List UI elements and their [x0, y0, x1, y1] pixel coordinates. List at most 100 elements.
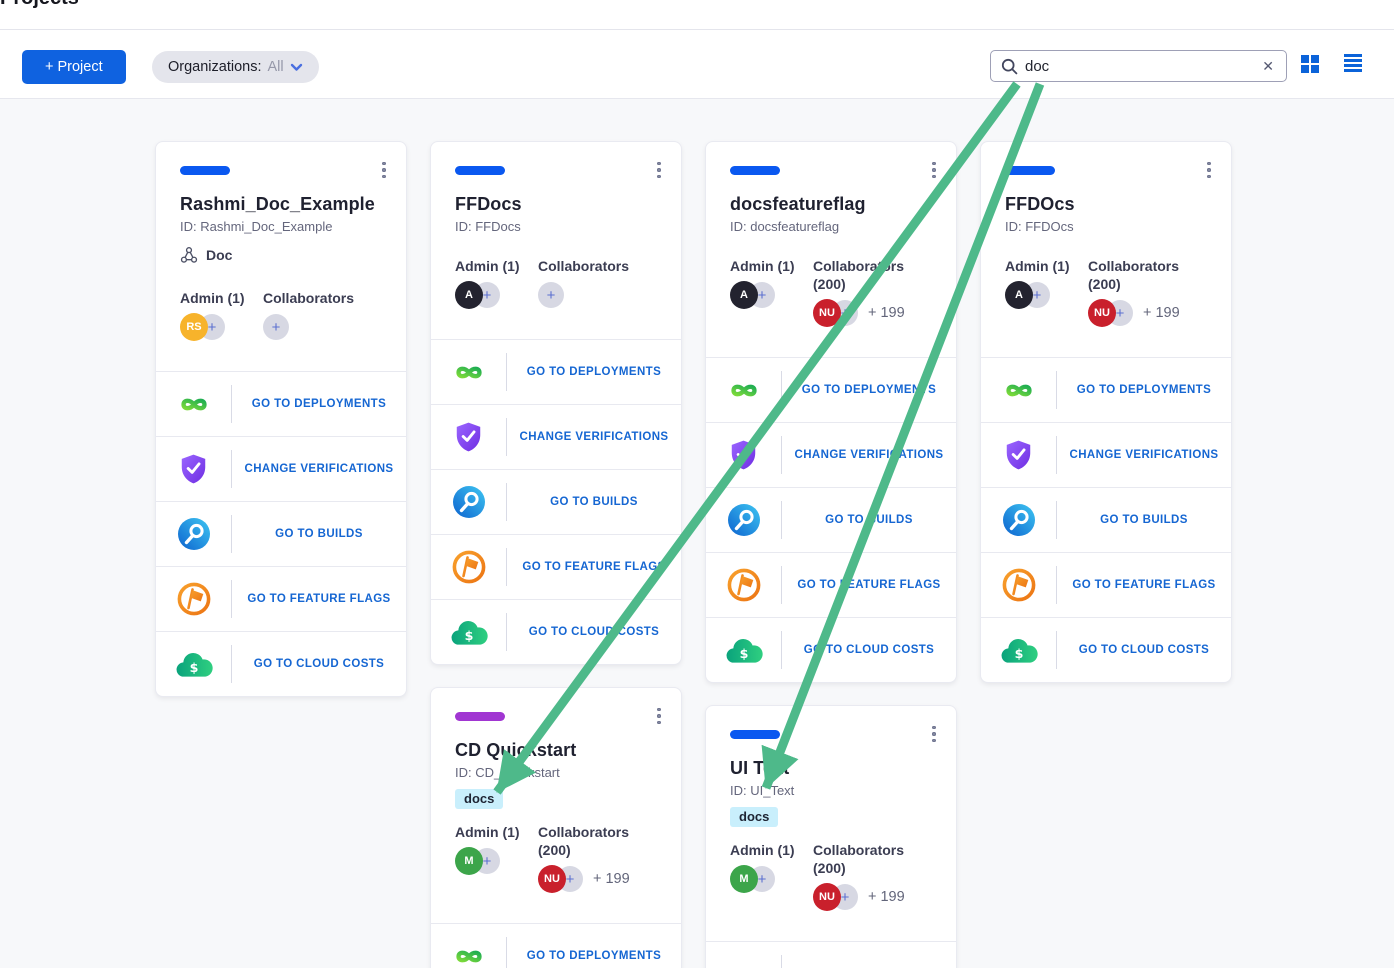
new-project-button[interactable]: + Project — [22, 50, 126, 84]
divider — [1056, 371, 1057, 409]
project-card[interactable]: CD Quickstart ID: CD_Quickstart docs Adm… — [430, 687, 682, 968]
collaborators-group: Collaborators (200) NU + + 199 — [813, 841, 932, 911]
action-link-cloud_costs[interactable]: GO TO CLOUD COSTS — [253, 658, 385, 670]
action-link-feature_flags[interactable]: GO TO FEATURE FLAGS — [522, 561, 666, 573]
admin-avatar[interactable]: M — [730, 865, 758, 893]
action-link-verifications[interactable]: CHANGE VERIFICATIONS — [244, 463, 394, 475]
admin-avatar[interactable]: M — [455, 847, 483, 875]
action-link-feature_flags[interactable]: GO TO FEATURE FLAGS — [1072, 579, 1216, 591]
action-row-verifications: CHANGE VERIFICATIONS — [706, 422, 956, 487]
action-row-verifications: CHANGE VERIFICATIONS — [156, 436, 406, 501]
action-link-deployments[interactable]: GO TO DEPLOYMENTS — [251, 398, 387, 410]
kebab-icon — [932, 725, 936, 730]
admin-label: Admin (1) — [730, 842, 795, 858]
collaborator-avatar[interactable]: NU — [813, 299, 841, 327]
search-input[interactable] — [1025, 57, 1254, 75]
action-row-builds: GO TO BUILDS — [981, 487, 1231, 552]
action-link-builds[interactable]: GO TO BUILDS — [825, 514, 913, 526]
clear-search-icon[interactable]: ✕ — [1262, 58, 1274, 74]
action-link-cloud_costs[interactable]: GO TO CLOUD COSTS — [1078, 644, 1210, 656]
collaborators-overflow-count: + 199 — [868, 889, 905, 905]
admin-group: Admin (1) M + — [455, 823, 538, 893]
admin-avatar[interactable]: A — [1005, 281, 1033, 309]
action-link-verifications[interactable]: CHANGE VERIFICATIONS — [1069, 449, 1219, 461]
cd-deployments-icon — [706, 963, 781, 968]
svg-text:$: $ — [464, 628, 473, 643]
project-title: FFDocs — [455, 194, 522, 214]
card-menu-button[interactable] — [376, 160, 392, 180]
add-collaborator-button[interactable]: + — [263, 314, 289, 340]
feature-flags-icon — [706, 567, 781, 603]
project-card[interactable]: Rashmi_Doc_Example ID: Rashmi_Doc_Exampl… — [155, 141, 407, 697]
toolbar: + Project Organizations: All ✕ — [0, 30, 1394, 99]
card-menu-button[interactable] — [651, 160, 667, 180]
cloud-costs-icon: $ — [156, 650, 231, 678]
list-view-button[interactable] — [1343, 54, 1363, 72]
card-menu-button[interactable] — [1201, 160, 1217, 180]
card-actions: GO TO DEPLOYMENTS CHANGE VERIFICATIONS G… — [156, 371, 406, 696]
organizations-filter-value: All — [267, 59, 284, 75]
action-row-builds: GO TO BUILDS — [156, 501, 406, 566]
project-card[interactable]: UI Text ID: UI_Text docs Admin (1) M + C… — [705, 705, 957, 968]
kebab-icon — [1207, 161, 1211, 166]
admin-avatar[interactable]: RS — [180, 313, 208, 341]
action-row-deployments: GO TO DEPLOYMENTS — [706, 357, 956, 422]
action-link-feature_flags[interactable]: GO TO FEATURE FLAGS — [247, 593, 391, 605]
action-link-deployments[interactable]: GO TO DEPLOYMENTS — [526, 950, 662, 962]
collaborator-avatar[interactable]: NU — [813, 883, 841, 911]
collaborators-label: Collaborators (200) — [538, 824, 630, 858]
action-link-builds[interactable]: GO TO BUILDS — [275, 528, 363, 540]
action-link-verifications[interactable]: CHANGE VERIFICATIONS — [519, 431, 669, 443]
card-menu-button[interactable] — [926, 160, 942, 180]
action-row-feature_flags: GO TO FEATURE FLAGS — [156, 566, 406, 631]
action-link-builds[interactable]: GO TO BUILDS — [550, 496, 638, 508]
admin-avatar[interactable]: A — [730, 281, 758, 309]
cloud-costs-icon: $ — [706, 636, 781, 664]
card-menu-button[interactable] — [651, 706, 667, 726]
project-card[interactable]: docsfeatureflag ID: docsfeatureflag Admi… — [705, 141, 957, 683]
card-color-bar — [455, 166, 505, 175]
divider — [231, 515, 232, 553]
search-box: ✕ — [990, 50, 1287, 82]
action-row-verifications: CHANGE VERIFICATIONS — [981, 422, 1231, 487]
project-tag: docs — [455, 789, 504, 809]
organizations-filter[interactable]: Organizations: All — [152, 51, 319, 83]
action-link-deployments[interactable]: GO TO DEPLOYMENTS — [801, 384, 937, 396]
card-head: CD Quickstart ID: CD_Quickstart docs Adm… — [431, 688, 681, 923]
add-collaborator-button[interactable]: + — [538, 282, 564, 308]
action-link-deployments[interactable]: GO TO DEPLOYMENTS — [526, 366, 662, 378]
action-link-cloud_costs[interactable]: GO TO CLOUD COSTS — [528, 626, 660, 638]
divider — [231, 580, 232, 618]
project-id: ID: Rashmi_Doc_Example — [180, 219, 333, 234]
verification-shield-icon — [431, 421, 506, 453]
kebab-icon — [657, 161, 661, 166]
card-head: docsfeatureflag ID: docsfeatureflag Admi… — [706, 142, 956, 357]
collaborator-avatar[interactable]: NU — [538, 865, 566, 893]
project-title: docsfeatureflag — [730, 194, 866, 214]
verification-shield-icon — [706, 439, 781, 471]
grid-view-button[interactable] — [1300, 54, 1320, 74]
collaborator-avatar[interactable]: NU — [1088, 299, 1116, 327]
card-menu-button[interactable] — [926, 724, 942, 744]
card-head: UI Text ID: UI_Text docs Admin (1) M + C… — [706, 706, 956, 941]
kebab-icon — [932, 161, 936, 166]
card-head: FFDocs ID: FFDocs Admin (1) A + Collabor… — [431, 142, 681, 339]
members-section: Admin (1) A + Collaborators (200) NU + +… — [730, 257, 932, 327]
organization-name: Doc — [206, 247, 233, 263]
action-row-builds: GO TO BUILDS — [706, 487, 956, 552]
action-link-builds[interactable]: GO TO BUILDS — [1100, 514, 1188, 526]
project-card[interactable]: FFDocs ID: FFDocs Admin (1) A + Collabor… — [430, 141, 682, 665]
action-link-feature_flags[interactable]: GO TO FEATURE FLAGS — [797, 579, 941, 591]
action-link-deployments[interactable]: GO TO DEPLOYMENTS — [1076, 384, 1212, 396]
project-card[interactable]: FFDOcs ID: FFDOcs Admin (1) A + Collabor… — [980, 141, 1232, 683]
organizations-filter-label: Organizations: — [168, 59, 262, 75]
action-row-deployments: GO TO DEPLOYMENTS — [706, 941, 956, 968]
action-link-cloud_costs[interactable]: GO TO CLOUD COSTS — [803, 644, 935, 656]
action-link-verifications[interactable]: CHANGE VERIFICATIONS — [794, 449, 944, 461]
members-section: Admin (1) A + Collaborators + — [455, 257, 657, 309]
tag-row: docs — [730, 807, 932, 827]
project-id: ID: UI_Text — [730, 783, 795, 798]
collaborators-overflow-count: + 199 — [1143, 305, 1180, 321]
admin-avatar[interactable]: A — [455, 281, 483, 309]
